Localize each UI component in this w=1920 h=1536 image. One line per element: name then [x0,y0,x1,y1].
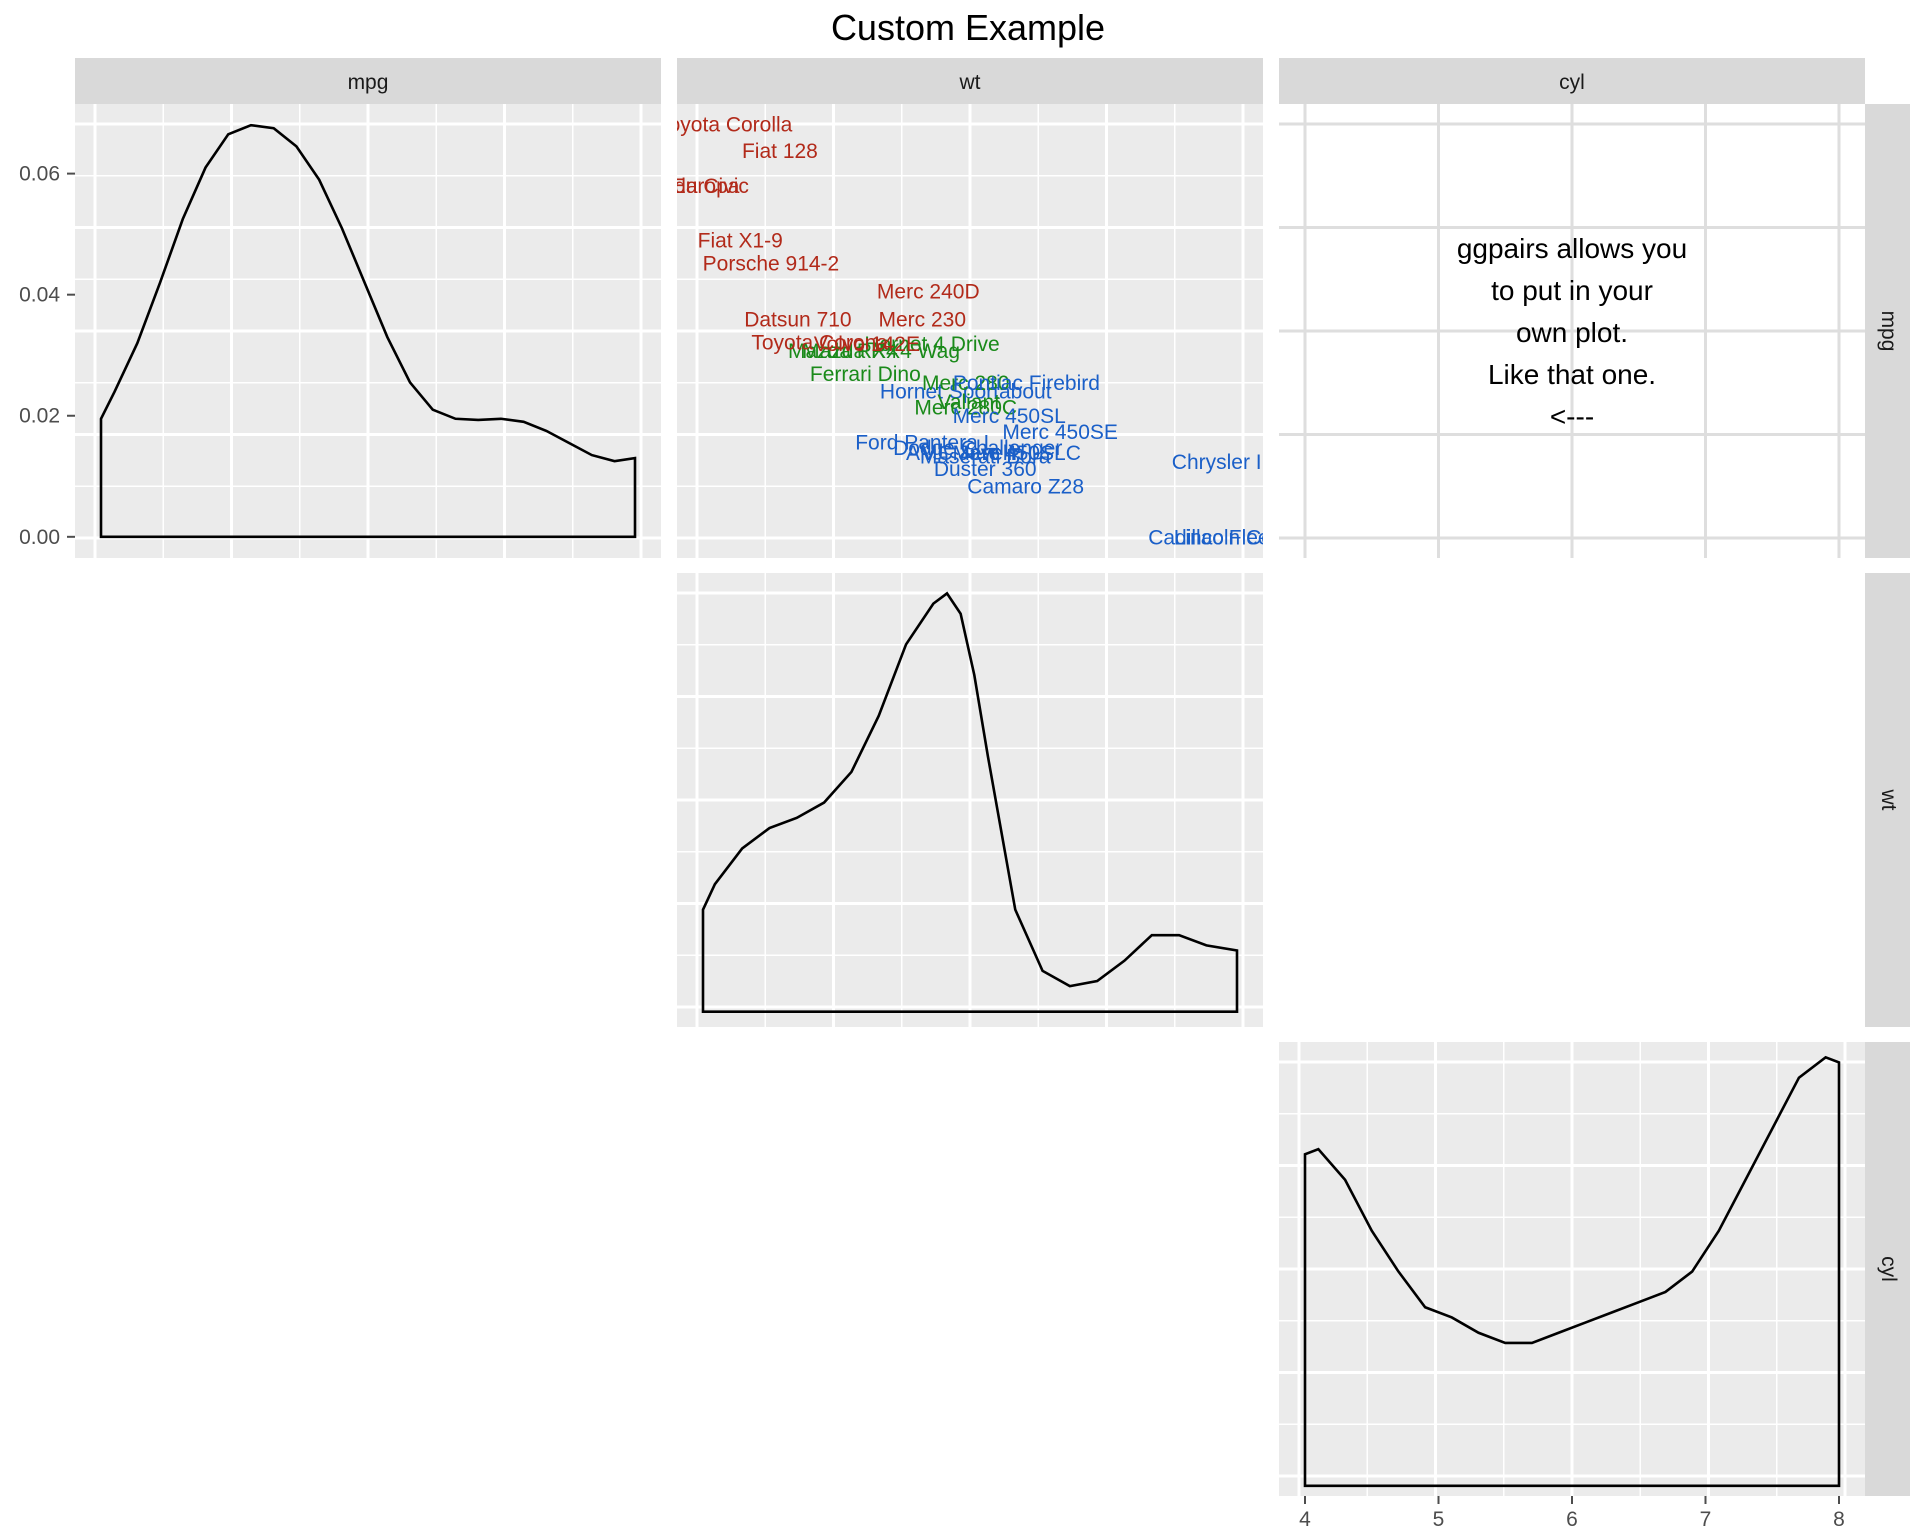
car-label: Toyota Corolla [658,114,793,137]
car-label: Valiant [937,391,1000,414]
car-label: Toyota Corona [751,331,888,354]
chart-title: Custom Example [831,7,1105,48]
y-tick-label: 0.02 [19,405,60,428]
car-label: Lincoln Continental [1174,526,1353,549]
car-label: Maserati Bora [920,446,1051,469]
car-label: Volvo 142E [814,333,920,356]
car-label: Merc 240D [877,280,980,303]
annotation-line: ggpairs allows you [1457,233,1687,264]
annotation-grid [1279,104,1865,558]
x-tick-label: 5 [1433,1508,1445,1531]
grid-wt-density [677,573,1263,1027]
car-label: Lotus Europa [615,175,740,198]
car-label: Hornet Sportabout [880,381,1052,404]
x-tick-label: 6 [1566,1508,1578,1531]
car-label: Pontiac Firebird [953,372,1100,395]
strip-top-wt [677,58,1263,104]
x-tick-label: 4 [1299,1508,1311,1531]
car-label: Merc 280C [914,396,1017,419]
annotation-line: Like that one. [1488,359,1656,390]
mpg-density-curve [99,123,637,539]
car-label: Fiat 128 [742,140,818,163]
car-label: Ferrari Dino [810,363,921,386]
strip-top-mpg [75,58,661,104]
cyl-density-curve [1303,1055,1841,1488]
strip-top-label-mpg: mpg [348,71,389,94]
car-label: Cadillac Fleetwood [1148,526,1325,549]
car-label: Fiat X1-9 [698,230,783,253]
car-label: Duster 360 [934,458,1037,481]
car-label: Porsche 914-2 [703,252,840,275]
car-label: Ford Pantera L [855,432,995,455]
strip-right-label-cyl: cyl [1877,1256,1900,1282]
strip-right-cyl [1865,1042,1910,1496]
car-label: AMC Javelin [906,442,1024,465]
car-label: Honda Civic [636,175,749,198]
x-tick-label: 8 [1833,1508,1845,1531]
car-label: Datsun 710 [744,309,851,332]
strip-right-label-mpg: mpg [1877,311,1900,352]
grid-mpg-wt [677,104,1263,558]
y-tick-label: 0.00 [19,526,60,549]
y-tick-label: 0.06 [19,163,60,186]
panels-layer: mpg wt cyl mpg wt cyl 0.00 0.02 0.04 0.06 Mazda RX… [19,58,1910,1531]
strip-top-label-wt: wt [959,71,981,94]
grid-cyl-density [1279,1042,1865,1496]
car-label: Mazda RX4 Wag [802,340,960,363]
annotation-line: own plot. [1516,317,1628,348]
car-label: Merc 230 [879,309,967,332]
car-label: Mazda RX4 [788,340,898,363]
car-label: Merc 450SL [953,405,1066,428]
grid-mpg-density [75,104,661,558]
car-label: Dodge Challenger [893,437,1062,460]
annotation-line: to put in your [1491,275,1653,306]
y-tick-label: 0.04 [19,284,60,307]
car-label: Hornet 4 Drive [864,333,999,356]
strip-right-wt [1865,573,1910,1027]
strip-top-label-cyl: cyl [1559,71,1585,94]
strip-top-cyl [1279,58,1865,104]
annotation-line: <--- [1550,401,1594,432]
wt-density-curve [701,591,1239,1013]
x-tick-label: 7 [1700,1508,1712,1531]
car-label: Merc 450SLC [952,442,1080,465]
car-label: Chrysler Imperial [1172,451,1331,474]
strip-right-mpg [1865,104,1910,558]
car-label: Merc 450SE [1002,421,1118,444]
car-label: Camaro Z28 [967,475,1084,498]
car-label: Merc 280 [922,372,1010,395]
strip-right-label-wt: wt [1877,789,1900,811]
